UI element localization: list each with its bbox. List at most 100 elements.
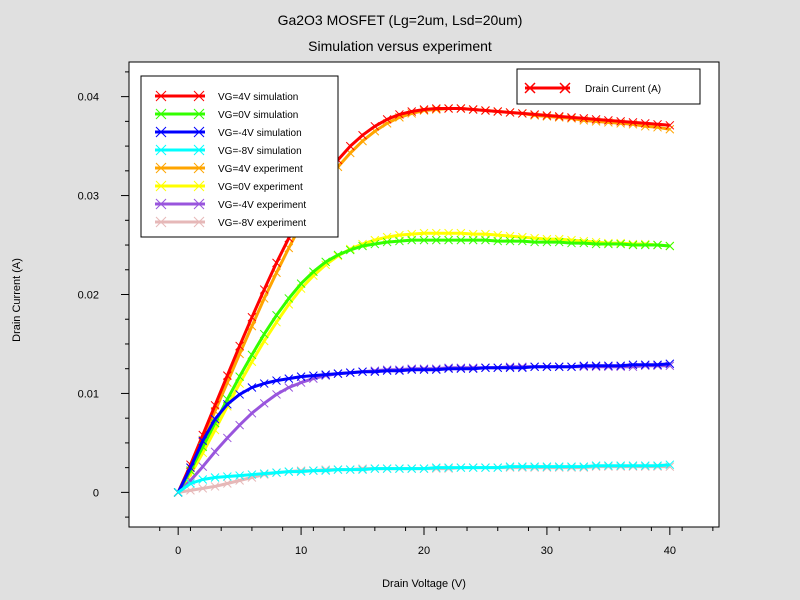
data-marker xyxy=(407,464,417,473)
data-marker xyxy=(272,390,281,399)
data-marker xyxy=(591,361,601,371)
data-marker xyxy=(333,369,343,379)
data-marker xyxy=(259,294,269,303)
data-marker xyxy=(567,362,576,372)
legend-label: VG=-4V simulation xyxy=(218,128,302,139)
data-marker xyxy=(247,321,257,331)
data-marker xyxy=(382,366,392,376)
data-marker xyxy=(665,120,675,130)
data-marker xyxy=(407,365,417,375)
data-marker xyxy=(665,124,675,134)
legend-label: VG=-4V experiment xyxy=(218,200,306,211)
data-marker xyxy=(247,357,257,367)
data-marker xyxy=(382,115,392,124)
y-tick-label: 0.01 xyxy=(78,388,99,400)
data-marker xyxy=(321,370,331,379)
data-marker xyxy=(345,245,355,255)
data-marker xyxy=(653,360,662,370)
data-marker xyxy=(235,390,244,399)
data-marker xyxy=(284,374,294,383)
data-marker xyxy=(155,162,167,174)
data-marker xyxy=(193,126,205,138)
data-marker xyxy=(444,364,453,374)
data-marker xyxy=(431,365,441,375)
data-marker xyxy=(444,463,453,472)
data-marker xyxy=(431,235,441,245)
data-marker xyxy=(235,471,244,480)
data-marker xyxy=(579,238,589,248)
legend-item: VG=4V simulation xyxy=(155,90,298,103)
data-marker xyxy=(493,236,503,246)
data-marker xyxy=(345,368,355,378)
data-marker xyxy=(493,463,503,472)
data-marker xyxy=(309,371,318,380)
data-marker xyxy=(419,105,429,114)
data-marker xyxy=(247,312,257,322)
data-marker xyxy=(193,162,205,174)
data-marker xyxy=(259,379,269,388)
y-tick-label: 0.04 xyxy=(78,92,99,104)
data-marker xyxy=(604,239,613,249)
data-marker xyxy=(468,105,478,114)
data-marker xyxy=(616,239,626,249)
legend-item: VG=-4V experiment xyxy=(155,198,306,211)
data-marker xyxy=(591,115,601,124)
data-marker xyxy=(345,141,355,151)
data-marker xyxy=(444,228,453,238)
data-marker xyxy=(186,479,195,488)
data-marker xyxy=(309,271,318,281)
legend-item: VG=-8V simulation xyxy=(155,144,302,157)
data-marker xyxy=(155,180,167,192)
data-marker xyxy=(155,198,167,210)
data-marker xyxy=(456,235,466,245)
data-marker xyxy=(198,484,208,493)
legend-item: VG=0V experiment xyxy=(155,180,303,193)
data-marker xyxy=(370,464,380,473)
data-marker xyxy=(524,82,536,94)
data-marker xyxy=(198,475,208,484)
legend-label: VG=4V simulation xyxy=(218,92,298,103)
data-marker xyxy=(616,461,626,471)
data-marker xyxy=(640,240,650,250)
data-marker xyxy=(247,470,257,479)
data-marker xyxy=(155,108,167,120)
data-marker xyxy=(210,473,220,482)
data-marker xyxy=(198,436,208,446)
data-marker xyxy=(155,216,167,228)
data-marker xyxy=(193,108,205,120)
data-marker xyxy=(186,463,195,472)
series-layer xyxy=(173,104,675,497)
data-marker xyxy=(407,107,417,116)
data-marker xyxy=(309,267,318,277)
data-marker xyxy=(247,350,257,360)
data-marker xyxy=(358,241,367,251)
legend-item: VG=4V experiment xyxy=(155,162,303,175)
secondary-legend-label: Drain Current (A) xyxy=(585,84,661,95)
x-tick-label: 40 xyxy=(664,545,676,557)
secondary-legend: Drain Current (A) xyxy=(516,68,701,105)
data-marker xyxy=(370,235,380,245)
data-marker xyxy=(222,399,232,409)
data-marker xyxy=(382,118,392,128)
data-marker xyxy=(284,243,294,253)
data-marker xyxy=(272,468,281,477)
data-marker xyxy=(407,235,417,245)
data-marker xyxy=(395,366,404,376)
data-marker xyxy=(505,108,515,117)
data-marker xyxy=(419,365,429,375)
x-tick-label: 0 xyxy=(175,545,181,557)
legend-item: VG=0V simulation xyxy=(155,108,298,121)
data-marker xyxy=(155,126,167,138)
data-marker xyxy=(419,464,429,473)
data-marker xyxy=(616,117,626,126)
data-marker xyxy=(395,236,404,246)
data-marker xyxy=(665,241,675,251)
x-tick-label: 30 xyxy=(541,545,553,557)
data-marker xyxy=(456,364,466,374)
data-marker xyxy=(517,363,527,373)
legend-label: VG=0V experiment xyxy=(218,182,303,193)
data-marker xyxy=(579,114,589,123)
data-marker xyxy=(640,360,650,370)
x-tick-label: 10 xyxy=(295,545,307,557)
data-marker xyxy=(296,279,306,288)
